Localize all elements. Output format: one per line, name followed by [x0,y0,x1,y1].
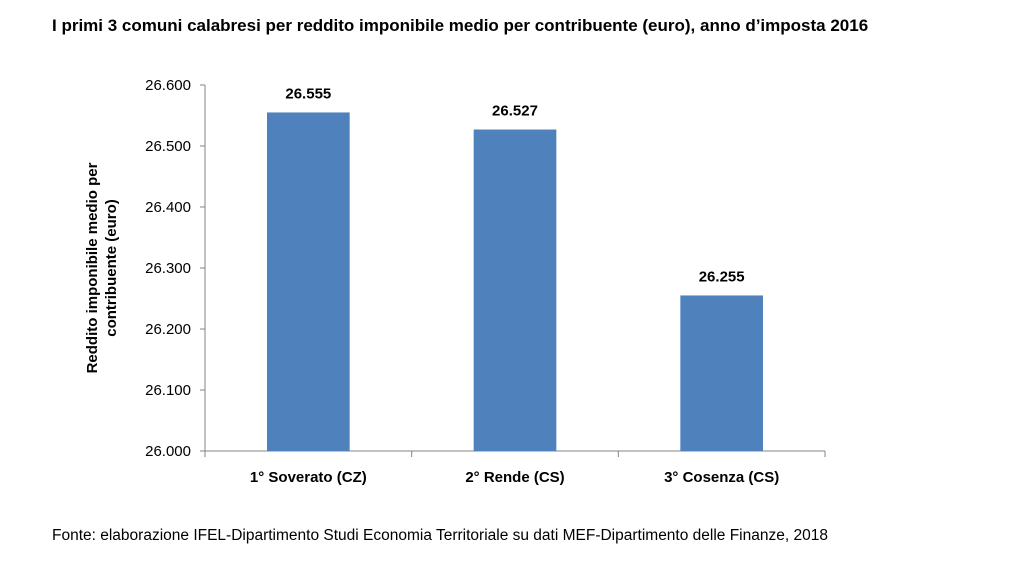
y-tick-label: 26.300 [145,260,191,277]
bar [267,112,350,451]
data-label: 26.255 [699,268,745,285]
plot-area: 26.000 26.100 26.200 26.300 26.400 26.500 26.6… [145,77,826,486]
x-category-label: 1° Soverato (CZ) [250,469,367,486]
x-category-label: 2° Rende (CS) [465,469,564,486]
y-axis-title-line-2: contribuente (euro) [103,199,120,337]
y-tick-label: 26.600 [145,77,191,94]
data-label: 26.555 [285,85,331,102]
y-tick-label: 26.100 [145,382,191,399]
chart-title: I primi 3 comuni calabresi per reddito i… [52,16,869,35]
y-axis-title-line-1: Reddito imponibile medio per [84,162,101,373]
y-tick-label: 26.000 [145,443,191,460]
y-axis-title: Reddito imponibile medio per contribuent… [84,162,120,373]
y-tick-label: 26.400 [145,199,191,216]
source-note: Fonte: elaborazione IFEL-Dipartimento St… [52,527,828,544]
bar [680,295,763,451]
x-category-label: 3° Cosenza (CS) [664,469,779,486]
y-tick-label: 26.200 [145,321,191,338]
data-label: 26.527 [492,103,538,120]
y-tick-label: 26.500 [145,138,191,155]
bar [473,129,557,451]
